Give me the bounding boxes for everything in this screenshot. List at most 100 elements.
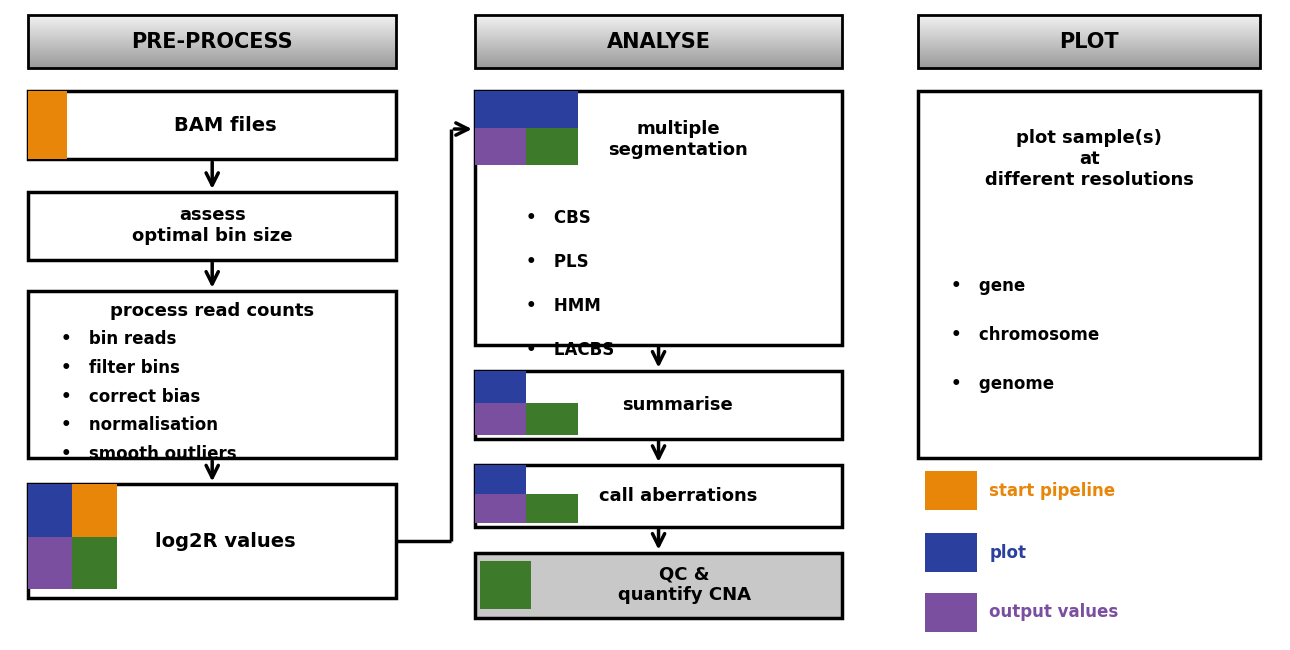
Bar: [918, 50, 1260, 51]
Text: output values: output values: [989, 603, 1118, 621]
Bar: [28, 31, 396, 32]
Bar: [475, 402, 526, 435]
Text: PLOT: PLOT: [1059, 32, 1120, 51]
Bar: [918, 17, 1260, 18]
Bar: [526, 128, 578, 164]
Bar: [28, 28, 396, 29]
Bar: [28, 44, 396, 45]
Bar: [72, 537, 116, 589]
Bar: [475, 29, 842, 30]
Bar: [918, 59, 1260, 60]
Bar: [918, 33, 1260, 34]
Bar: [475, 44, 842, 45]
Bar: [28, 57, 396, 58]
Bar: [918, 23, 1260, 24]
Bar: [475, 47, 842, 48]
Bar: [918, 57, 1260, 58]
Bar: [475, 18, 842, 19]
Bar: [925, 471, 977, 510]
Bar: [28, 50, 396, 51]
Bar: [918, 30, 1260, 31]
Bar: [28, 91, 67, 159]
Bar: [918, 35, 1260, 36]
Bar: [918, 64, 1260, 65]
Bar: [475, 53, 842, 54]
Bar: [28, 26, 396, 27]
Text: •   filter bins: • filter bins: [61, 359, 179, 377]
Bar: [475, 15, 842, 68]
Bar: [28, 53, 396, 54]
Bar: [28, 52, 396, 53]
Bar: [475, 40, 842, 41]
Text: •   genome: • genome: [951, 374, 1054, 393]
Bar: [28, 484, 72, 537]
Bar: [475, 66, 842, 67]
Bar: [480, 560, 531, 610]
Bar: [28, 22, 396, 23]
Bar: [28, 45, 396, 46]
Text: plot: plot: [989, 543, 1027, 562]
Bar: [475, 465, 526, 494]
Text: •   chromosome: • chromosome: [951, 326, 1099, 344]
Text: multiple
segmentation: multiple segmentation: [608, 120, 748, 159]
Bar: [28, 41, 396, 42]
Bar: [28, 27, 396, 28]
Bar: [918, 45, 1260, 46]
Bar: [475, 25, 842, 26]
Bar: [28, 91, 396, 159]
Text: •   PLS: • PLS: [526, 253, 590, 271]
Bar: [918, 29, 1260, 30]
Bar: [475, 370, 842, 439]
Bar: [918, 38, 1260, 39]
Bar: [475, 91, 526, 128]
Text: •   normalisation: • normalisation: [61, 416, 218, 434]
Bar: [28, 29, 396, 30]
Bar: [918, 43, 1260, 44]
Bar: [28, 23, 396, 24]
Text: plot sample(s)
at
different resolutions: plot sample(s) at different resolutions: [986, 129, 1193, 189]
Bar: [475, 17, 842, 18]
Bar: [475, 58, 842, 59]
Bar: [475, 48, 842, 49]
Bar: [28, 40, 396, 41]
Text: assess
optimal bin size: assess optimal bin size: [132, 207, 293, 245]
Bar: [918, 34, 1260, 35]
Text: summarise: summarise: [623, 396, 733, 413]
Bar: [918, 48, 1260, 49]
Bar: [475, 27, 842, 28]
Bar: [918, 31, 1260, 32]
Bar: [475, 67, 842, 68]
Bar: [28, 25, 396, 26]
Bar: [28, 55, 396, 56]
Bar: [28, 484, 396, 598]
Bar: [475, 65, 842, 66]
Bar: [28, 32, 396, 33]
Bar: [918, 91, 1260, 458]
Bar: [28, 43, 396, 44]
Bar: [28, 62, 396, 63]
Bar: [28, 36, 396, 37]
Bar: [475, 52, 842, 53]
Bar: [918, 55, 1260, 56]
Bar: [28, 192, 396, 260]
Bar: [475, 46, 842, 47]
Bar: [28, 39, 396, 40]
Bar: [475, 42, 842, 43]
Bar: [475, 63, 842, 64]
Text: ANALYSE: ANALYSE: [606, 32, 711, 51]
Bar: [475, 552, 842, 618]
Bar: [918, 63, 1260, 64]
Bar: [475, 26, 842, 27]
Bar: [475, 20, 842, 21]
Bar: [918, 41, 1260, 42]
Bar: [475, 465, 842, 526]
Bar: [475, 43, 842, 44]
Bar: [918, 40, 1260, 41]
Bar: [28, 59, 396, 60]
Bar: [28, 37, 396, 38]
Bar: [28, 291, 396, 458]
Bar: [475, 16, 842, 17]
Bar: [475, 22, 842, 23]
Bar: [72, 484, 116, 537]
Text: •   correct bias: • correct bias: [61, 387, 200, 406]
